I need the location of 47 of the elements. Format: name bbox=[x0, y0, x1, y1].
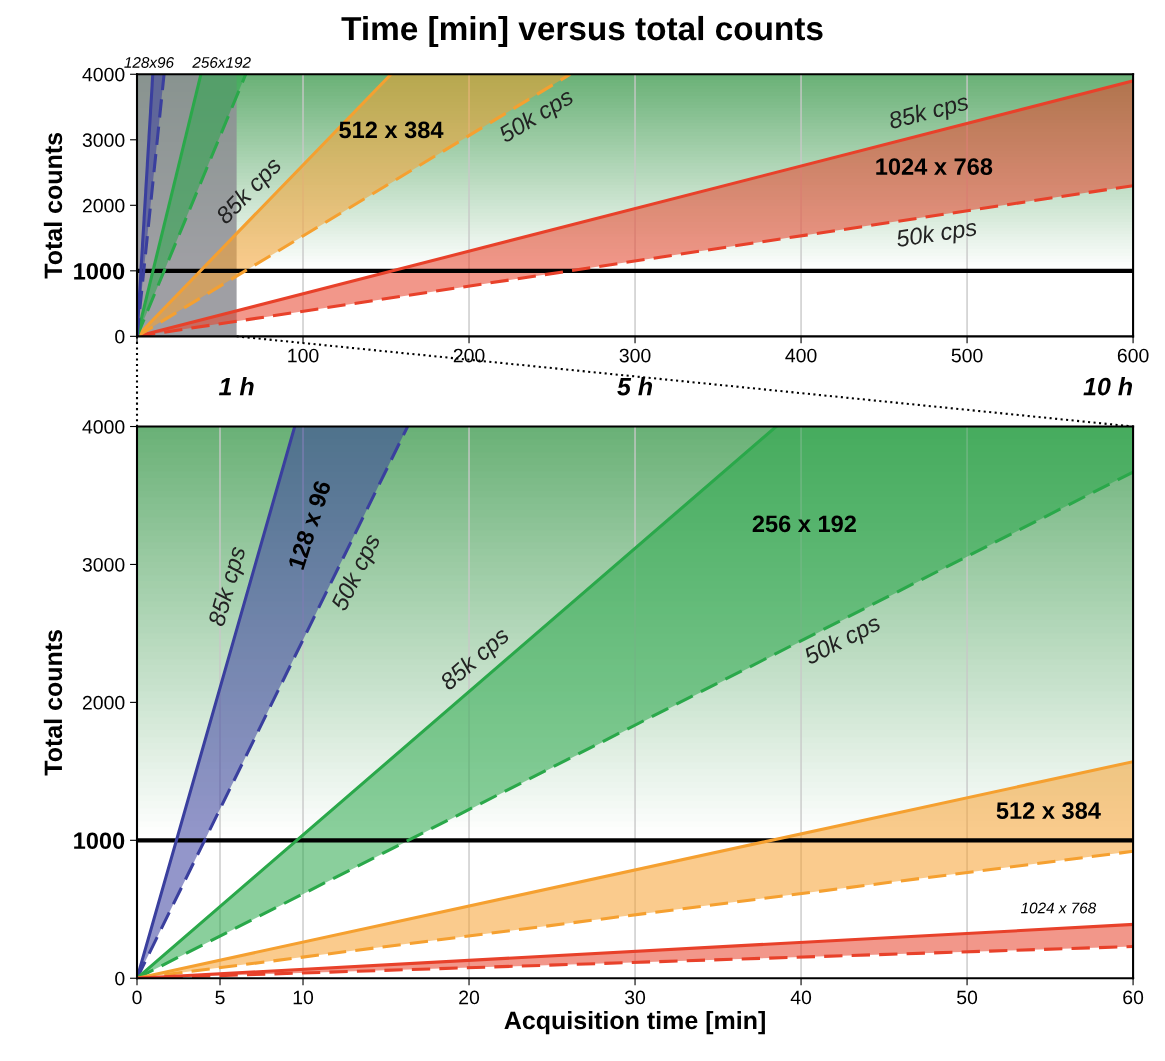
x-tick-label: 30 bbox=[624, 990, 646, 1005]
y-tick-label: 4000 bbox=[82, 419, 125, 434]
text: 50k cps bbox=[329, 532, 385, 614]
text: 256x192 bbox=[192, 57, 251, 68]
y-tick-label: 3000 bbox=[82, 133, 125, 148]
y-tick-label: 3000 bbox=[82, 557, 125, 572]
text: 85k cps bbox=[887, 92, 971, 134]
annotation: 512 x 384 bbox=[996, 802, 1101, 820]
x-tick-label: 20 bbox=[459, 990, 480, 1005]
x-tick-label: 500 bbox=[951, 348, 983, 363]
x-tick-label: 50 bbox=[957, 990, 978, 1005]
y-tick-label: 0 bbox=[115, 329, 125, 344]
text: 128x96 bbox=[124, 57, 175, 68]
chart-title: Time [min] versus total counts bbox=[341, 15, 823, 47]
x-tick-label: 0 bbox=[132, 990, 142, 1005]
x-tick-label: 600 bbox=[1117, 348, 1149, 363]
y-tick-label: 2000 bbox=[82, 695, 125, 710]
y-tick-label: 1000 bbox=[74, 832, 125, 850]
y-tick-label: 4000 bbox=[82, 67, 125, 82]
text: 85k cps bbox=[207, 545, 251, 629]
text: 85k cps bbox=[214, 155, 286, 229]
x-tick-label: 100 bbox=[288, 348, 319, 363]
x-axis-title: Acquisition time [min] bbox=[504, 1010, 765, 1035]
annotation: 1024 x 768 bbox=[1020, 902, 1097, 914]
annotation: 1024 x 768 bbox=[876, 158, 993, 175]
y-tick-label: 0 bbox=[115, 971, 125, 986]
annotation: 512 x 384 bbox=[339, 121, 444, 139]
text: 85k cps bbox=[438, 625, 514, 695]
y-axis-title: Total counts bbox=[43, 132, 63, 279]
x-tick-label: 200 bbox=[453, 348, 485, 363]
x-tick-label: 400 bbox=[785, 348, 817, 363]
x-tick-label: 5 bbox=[215, 990, 225, 1005]
text: 50k cps bbox=[802, 613, 884, 670]
text: 50k cps bbox=[496, 86, 578, 148]
y-tick-label: 2000 bbox=[82, 198, 125, 213]
text: 50k cps bbox=[895, 218, 979, 252]
text: 1 h bbox=[218, 377, 254, 396]
text: 10 h bbox=[1083, 377, 1133, 396]
y-tick-label: 1000 bbox=[74, 262, 125, 280]
x-tick-label: 60 bbox=[1123, 990, 1144, 1005]
text: 5 h bbox=[617, 377, 653, 396]
x-tick-label: 40 bbox=[790, 990, 812, 1005]
x-tick-label: 300 bbox=[619, 348, 651, 363]
annotation: 256 x 192 bbox=[752, 515, 856, 533]
x-tick-label: 10 bbox=[293, 990, 314, 1005]
y-axis-title: Total counts bbox=[43, 630, 63, 776]
annotation: 128 x 96 bbox=[287, 479, 332, 571]
